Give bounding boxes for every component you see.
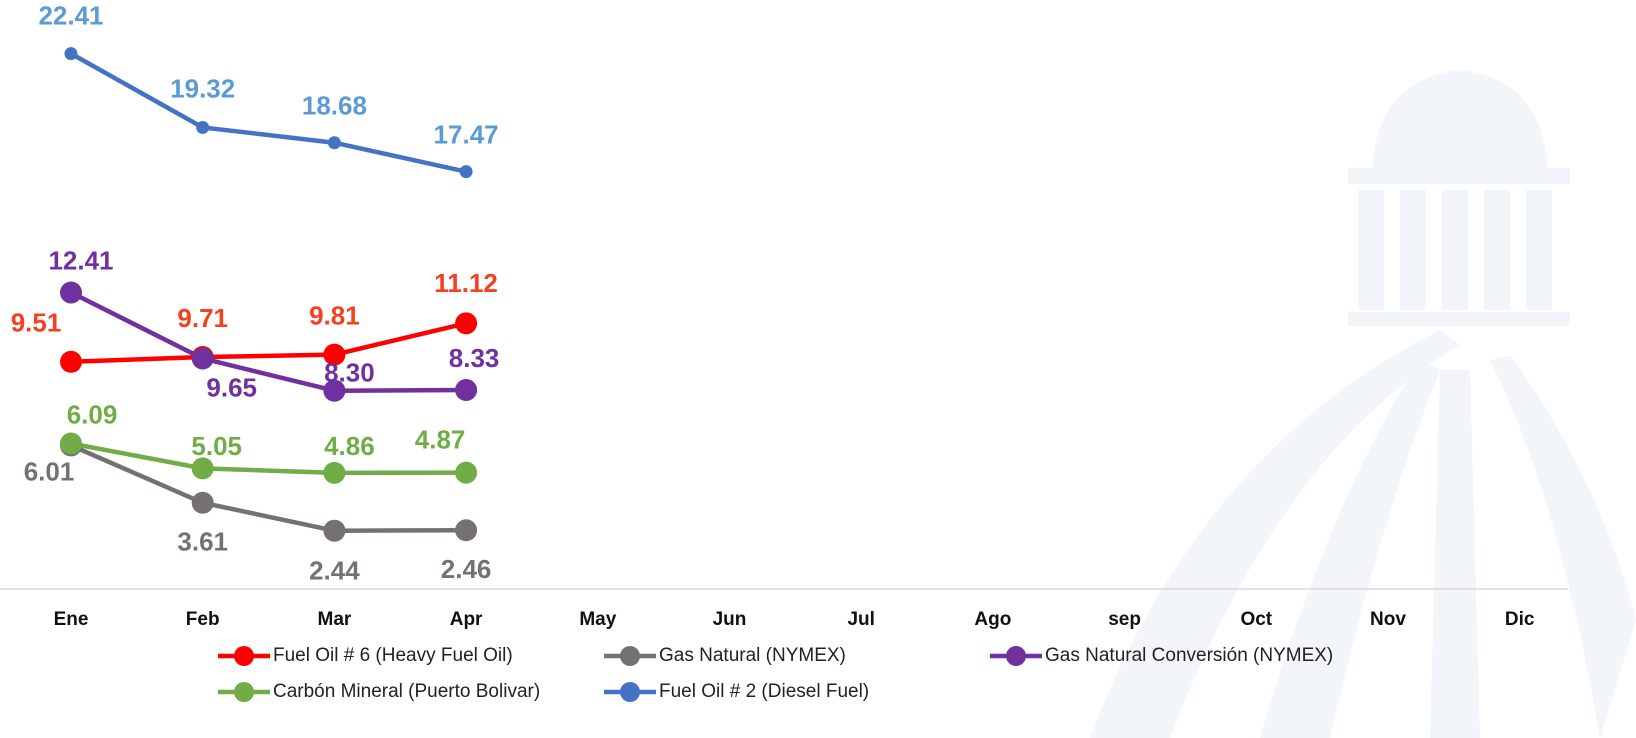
plot: 9.51 9.71 9.81 11.12 6.01 3.61 2.44 2.46 12.41 9.… bbox=[11, 1, 500, 586]
value-label: 6.09 bbox=[67, 399, 118, 429]
x-tick-label: Feb bbox=[186, 609, 220, 630]
series-line bbox=[71, 323, 466, 361]
value-label: 11.12 bbox=[434, 268, 498, 298]
value-label: 3.61 bbox=[177, 527, 228, 557]
x-tick-label: May bbox=[579, 609, 616, 630]
value-label: 4.86 bbox=[324, 431, 375, 461]
legend-label: Fuel Oil # 2 (Diesel Fuel) bbox=[659, 681, 869, 702]
point-marker bbox=[455, 379, 477, 401]
value-label: 19.32 bbox=[170, 73, 235, 103]
series-line bbox=[71, 445, 466, 530]
value-label: 6.01 bbox=[24, 456, 75, 486]
value-label: 18.68 bbox=[302, 91, 367, 121]
point-marker bbox=[323, 462, 345, 484]
point-marker bbox=[192, 347, 214, 369]
x-tick-label: Mar bbox=[318, 609, 352, 630]
x-tick-label: Jul bbox=[847, 609, 874, 630]
series-line bbox=[71, 293, 466, 391]
point-marker bbox=[455, 462, 477, 484]
value-label: 5.05 bbox=[191, 431, 242, 461]
x-tick-label: Ene bbox=[54, 609, 89, 630]
value-label: 2.46 bbox=[441, 554, 492, 584]
x-tick-label: Jun bbox=[713, 609, 747, 630]
point-marker bbox=[455, 519, 477, 541]
value-label: 17.47 bbox=[434, 120, 499, 150]
point-marker bbox=[60, 351, 82, 373]
chart: 9.51 9.71 9.81 11.12 6.01 3.61 2.44 2.46 12.41 9.… bbox=[0, 0, 1636, 738]
legend-swatch-marker bbox=[1006, 646, 1026, 666]
value-label: 9.51 bbox=[11, 308, 62, 338]
value-label: 4.87 bbox=[415, 425, 466, 455]
series-line bbox=[71, 444, 466, 473]
point-marker bbox=[60, 433, 82, 455]
point-marker bbox=[328, 136, 341, 149]
value-label: 9.71 bbox=[177, 303, 228, 333]
legend-swatch-marker bbox=[234, 646, 254, 666]
x-tick-label: Dic bbox=[1505, 609, 1535, 630]
value-label: 9.65 bbox=[206, 372, 257, 402]
x-tick-label: sep bbox=[1108, 609, 1141, 630]
x-tick-label: Ago bbox=[974, 609, 1011, 630]
series-line bbox=[71, 54, 466, 172]
point-marker bbox=[455, 312, 477, 334]
value-label: 12.41 bbox=[48, 245, 113, 275]
point-marker bbox=[60, 282, 82, 304]
x-tick-label: Oct bbox=[1240, 609, 1272, 630]
legend-label: Gas Natural Conversión (NYMEX) bbox=[1045, 645, 1333, 666]
point-marker bbox=[196, 121, 209, 134]
legend-label: Gas Natural (NYMEX) bbox=[659, 645, 846, 666]
point-marker bbox=[192, 492, 214, 514]
legend-swatch-marker bbox=[620, 646, 640, 666]
value-label: 8.30 bbox=[324, 358, 375, 388]
legend-swatch-marker bbox=[620, 682, 640, 702]
legend-swatch-marker bbox=[234, 682, 254, 702]
x-tick-label: Apr bbox=[450, 609, 483, 630]
point-marker bbox=[323, 520, 345, 542]
value-label: 22.41 bbox=[38, 1, 103, 31]
legend-label: Carbón Mineral (Puerto Bolivar) bbox=[273, 681, 540, 702]
x-tick-label: Nov bbox=[1370, 609, 1406, 630]
value-label: 9.81 bbox=[309, 301, 360, 331]
point-marker bbox=[65, 47, 78, 60]
value-label: 8.33 bbox=[449, 343, 500, 373]
legend-label: Fuel Oil # 6 (Heavy Fuel Oil) bbox=[273, 645, 513, 666]
point-marker bbox=[460, 165, 473, 178]
value-label: 2.44 bbox=[309, 556, 360, 586]
watermark bbox=[1090, 70, 1636, 738]
